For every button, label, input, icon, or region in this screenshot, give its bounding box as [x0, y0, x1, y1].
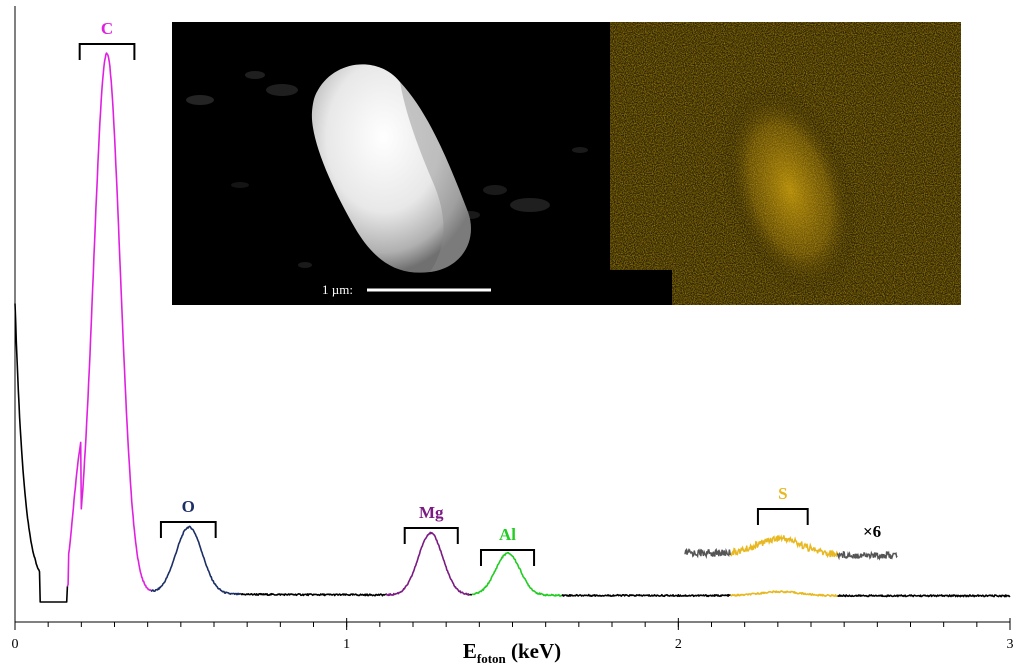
spectrum-segment	[385, 531, 470, 597]
magnification-label: ×6	[863, 522, 881, 541]
peak-brackets	[78, 43, 809, 566]
minor-ticks	[14, 622, 1011, 627]
bracket-o	[159, 521, 217, 538]
inset-spectrum-segment	[684, 547, 732, 560]
bracket-mg	[403, 527, 459, 544]
sulfur-map-inset: S	[610, 22, 961, 305]
sulfur-label-box	[610, 270, 672, 305]
tick-labels: 0 1 2 3	[12, 637, 1014, 652]
bracket-s	[756, 508, 809, 525]
scale-bar-label: 1 µm:	[322, 282, 353, 297]
spectrum-segment	[66, 52, 152, 592]
inset-spectrum-segment	[836, 550, 898, 561]
particle	[311, 64, 471, 273]
sulfur-signal	[721, 83, 859, 297]
peak-labels: C O Mg Al S	[101, 19, 788, 544]
inset-spectrum-segment	[730, 534, 839, 559]
x-tick-label: 2	[675, 637, 682, 652]
peak-label-s: S	[778, 484, 787, 503]
bracket-al	[479, 549, 536, 566]
spectrum-segment	[730, 590, 838, 598]
spectrum-segment	[561, 593, 731, 598]
sulfur-magnified-inset: ×6	[684, 522, 898, 561]
peak-label-al: Al	[499, 525, 516, 544]
sulfur-map-label: S	[632, 283, 642, 303]
spectrum-segment	[14, 303, 69, 603]
x-axis-title-main: E	[463, 639, 477, 663]
x-axis-title-sub: foton	[477, 651, 507, 665]
spectrum-segment	[240, 592, 387, 597]
x-tick-label: 1	[343, 637, 350, 652]
spectrum-segment	[150, 525, 241, 596]
particle-shading	[400, 82, 471, 272]
bracket-c	[78, 43, 136, 60]
peak-label-mg: Mg	[419, 503, 444, 522]
spectrum	[14, 52, 1011, 603]
electron-image-inset: 1 µm:	[172, 22, 672, 305]
background-specks	[186, 71, 588, 268]
peak-label-c: C	[101, 19, 113, 38]
peak-label-o: O	[182, 497, 195, 516]
spectrum-segment	[471, 551, 563, 597]
major-ticks	[14, 618, 1011, 630]
x-tick-label: 0	[12, 637, 19, 652]
x-tick-label: 3	[1007, 637, 1014, 652]
x-axis-title-unit: (keV)	[506, 639, 561, 663]
x-axis-title: Efoton (keV)	[463, 639, 561, 665]
spectrum-segment	[837, 594, 1011, 598]
